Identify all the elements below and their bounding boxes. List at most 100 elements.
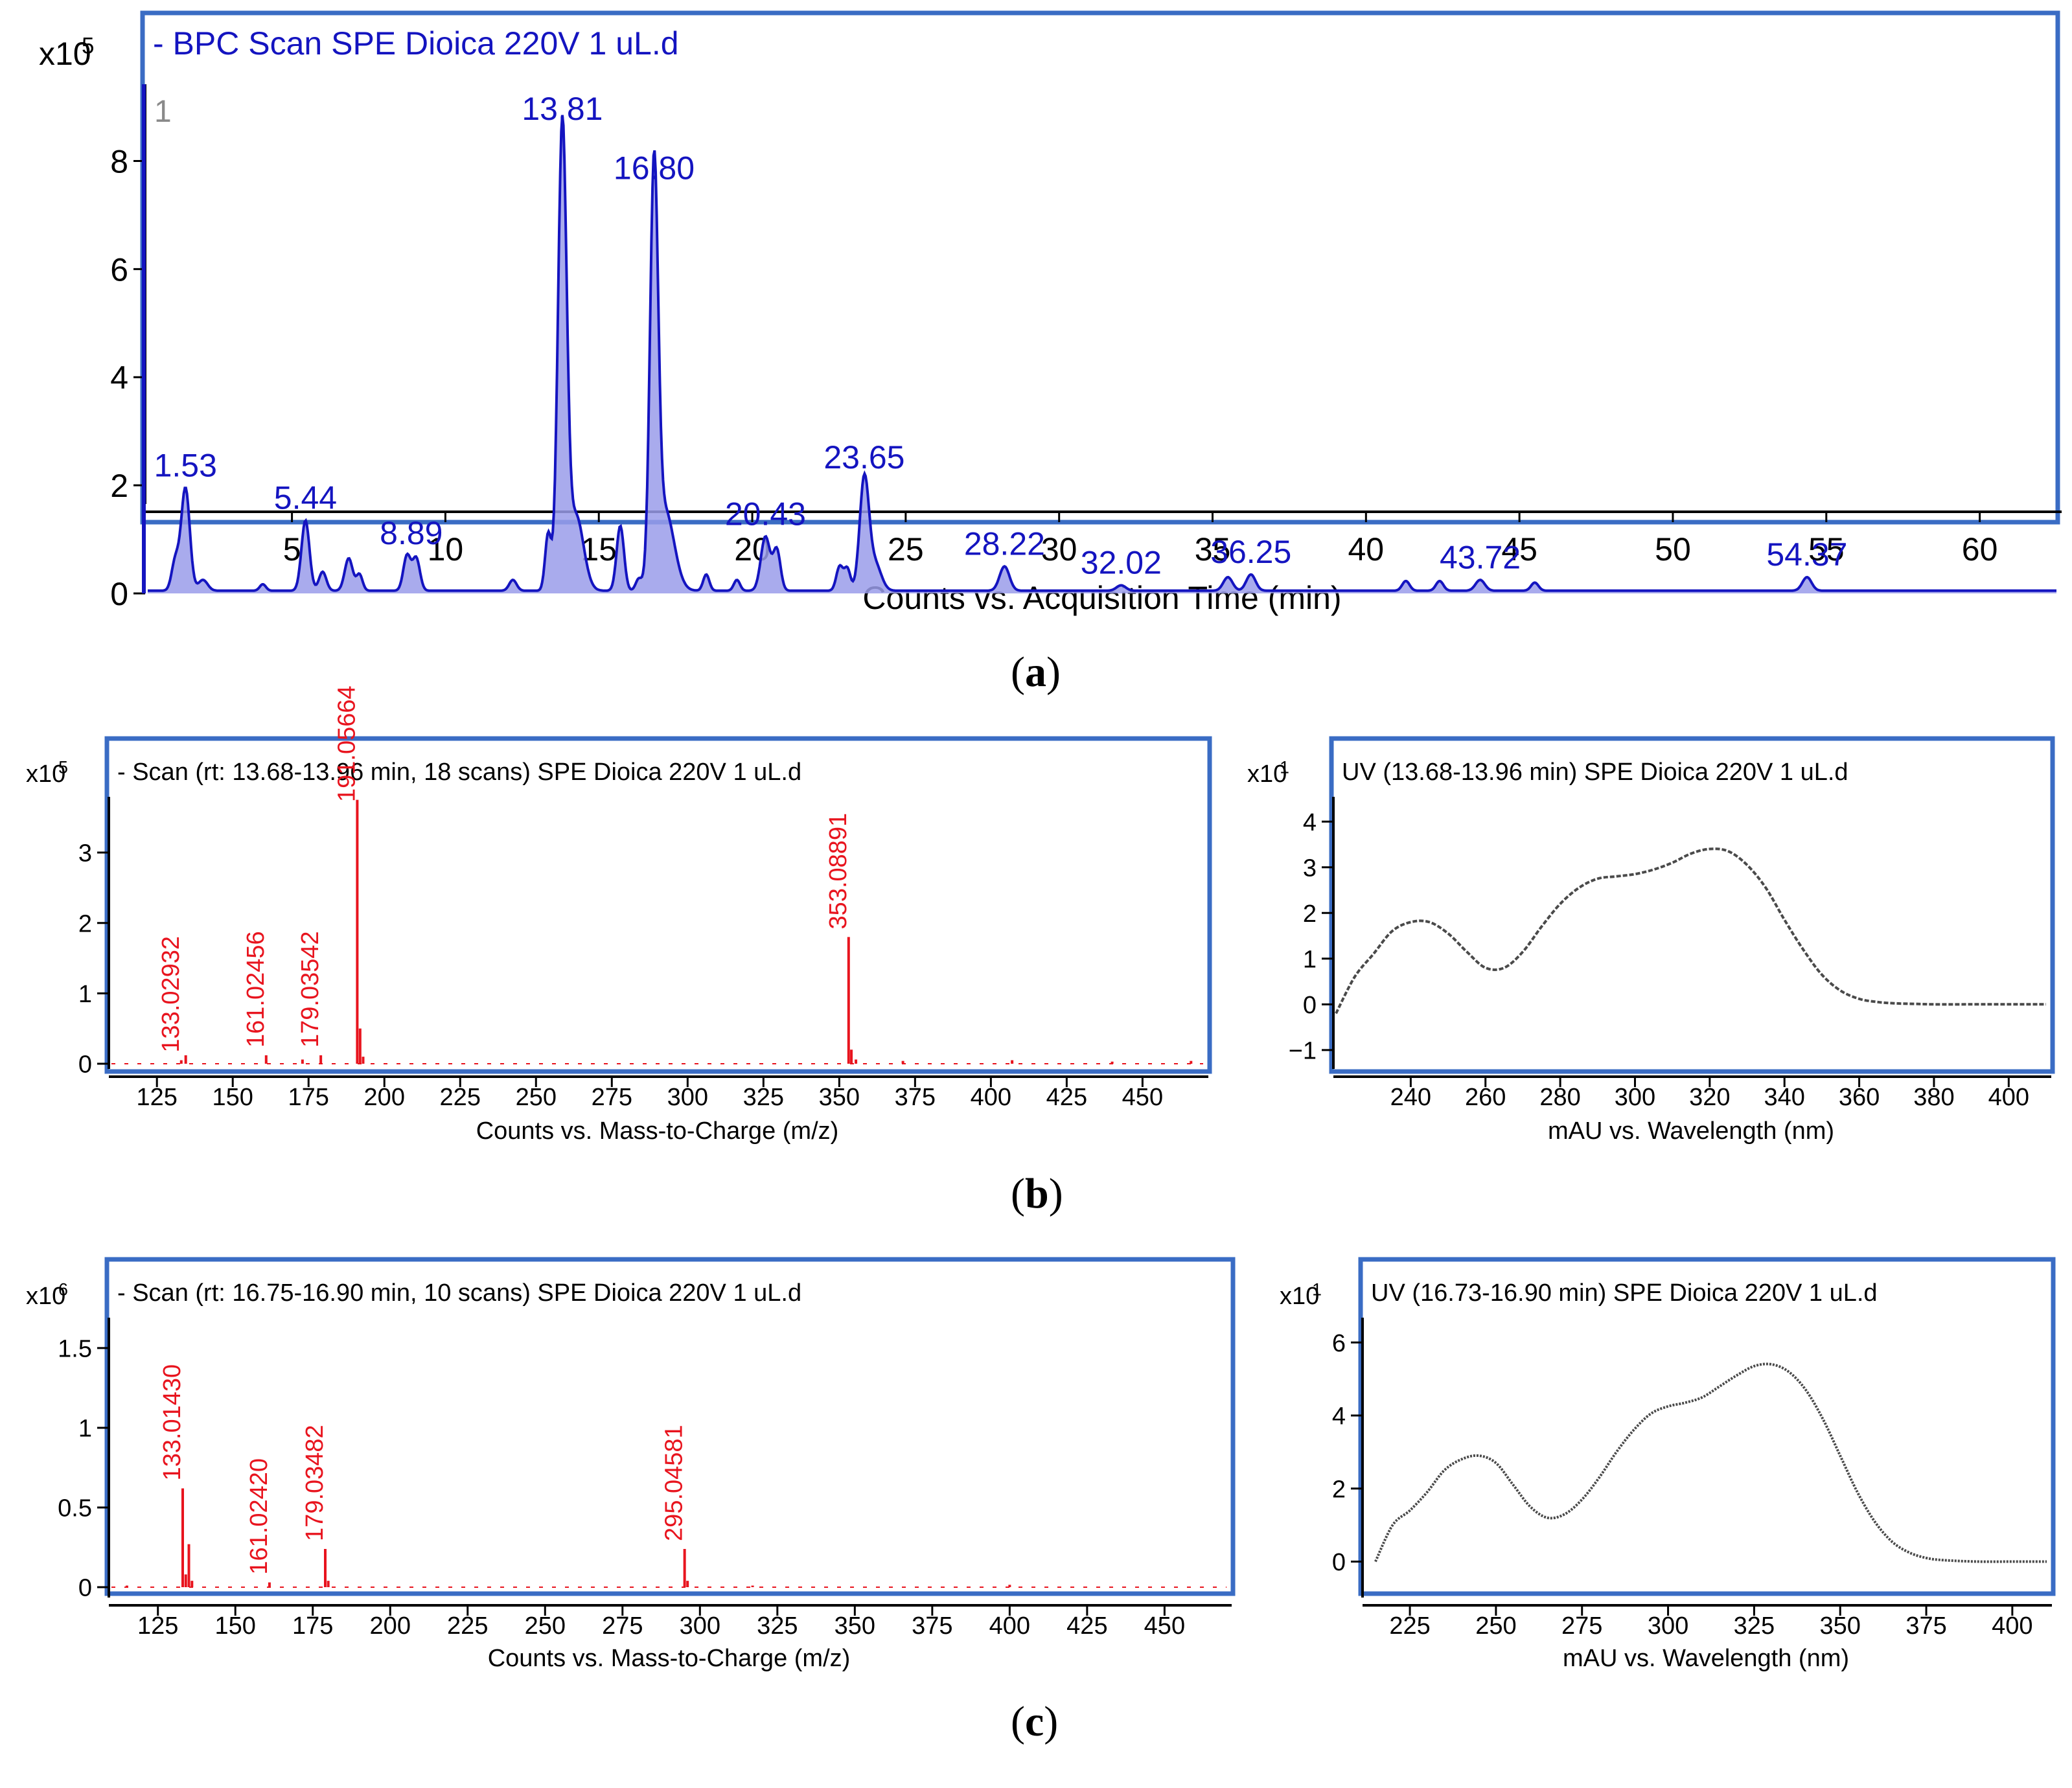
chart-b-ms-xtick-label: 325 <box>743 1084 784 1111</box>
chart-a-ytick-label: 4 <box>110 360 128 396</box>
chart-c-uv-ytick-label: 0 <box>1332 1549 1346 1576</box>
chart-a-peak-label: 28.22 <box>964 525 1045 562</box>
chart-a-xtick-label: 30 <box>1041 531 1077 567</box>
chart-c-uv-xtick-label: 225 <box>1389 1612 1430 1640</box>
chart-b-ms-xtick-label: 175 <box>288 1084 329 1111</box>
chart-c-uv-ytick-label: 6 <box>1332 1330 1346 1357</box>
chart-b-uv-title: UV (13.68-13.96 min) SPE Dioica 220V 1 u… <box>1342 759 1848 786</box>
chart-c-ms-xtick-label: 250 <box>525 1612 566 1640</box>
chart-a-trace-label: 1 <box>154 95 172 129</box>
chart-c-ms-xlabel: Counts vs. Mass-to-Charge (m/z) <box>488 1645 851 1672</box>
chart-a-peak-label: 16.80 <box>614 150 695 187</box>
panel-b-mass-spectrum: - Scan (rt: 13.68-13.96 min, 18 scans) S… <box>26 685 1212 1145</box>
chart-a-ytick-label: 0 <box>110 576 128 612</box>
chart-c-ms-ytick-label: 0.5 <box>58 1495 92 1522</box>
chart-c-ms-scale-label: x10 <box>26 1283 65 1310</box>
chart-a-xtick-label: 55 <box>1808 531 1845 567</box>
chart-c-ms-xtick-label: 325 <box>757 1612 798 1640</box>
chart-b-uv-xtick-label: 260 <box>1465 1084 1506 1111</box>
chart-b-uv-uv-curve <box>1335 847 2046 1014</box>
chart-c-uv-xtick-label: 250 <box>1475 1612 1516 1640</box>
chart-c-ms-ytick-label: 0 <box>78 1575 92 1602</box>
chart-c-ms-xtick-label: 275 <box>602 1612 643 1640</box>
chart-b-uv-xtick-label: 360 <box>1839 1084 1880 1111</box>
caption-c: (c) <box>1011 1698 1059 1745</box>
chart-b-ms-xtick-label: 375 <box>895 1084 936 1111</box>
chart-c-uv-xtick-label: 375 <box>1905 1612 1946 1640</box>
chart-c-ms-ytick-label: 1 <box>78 1416 92 1443</box>
caption-b: (b) <box>1011 1170 1063 1217</box>
panel-a-chromatogram: - BPC Scan SPE Dioica 220V 1 uL.dx105024… <box>39 10 2062 616</box>
chart-c-ms-xtick-label: 425 <box>1066 1612 1107 1640</box>
chart-c-ms-xtick-label: 300 <box>680 1612 720 1640</box>
chart-c-ms-xtick-label: 450 <box>1144 1612 1185 1640</box>
chart-a-title: - BPC Scan SPE Dioica 220V 1 uL.d <box>153 25 679 62</box>
chart-b-uv-scale-label: x10 <box>1247 761 1287 788</box>
chart-a-xtick-label: 60 <box>1962 531 1998 567</box>
chart-b-uv-ytick-label: −1 <box>1289 1038 1317 1065</box>
chart-a-xtick-label: 25 <box>888 531 924 567</box>
chart-a-xlabel: Counts vs. Acquisition Time (min) <box>862 580 1341 616</box>
chart-a-xtick-label: 50 <box>1655 531 1691 567</box>
chart-c-uv-xtick-label: 275 <box>1561 1612 1602 1640</box>
chart-b-ms-ytick-label: 1 <box>78 981 92 1008</box>
chart-b-uv-xtick-label: 300 <box>1615 1084 1655 1111</box>
chart-b-ms-peak-label: 161.02456 <box>242 931 270 1048</box>
chart-c-ms-frame <box>104 1257 1236 1596</box>
chart-c-ms-xtick-label: 150 <box>215 1612 256 1640</box>
chart-b-ms-peak-label: 353.08891 <box>825 813 852 930</box>
chart-b-uv-ytick-label: 1 <box>1303 946 1317 973</box>
chart-c-ms-xtick-label: 125 <box>137 1612 178 1640</box>
chart-c-uv-xlabel: mAU vs. Wavelength (nm) <box>1563 1645 1849 1672</box>
chart-a-trace <box>148 115 2056 592</box>
chart-b-ms-scale-exponent: 5 <box>58 758 68 777</box>
chart-b-uv-scale-exponent: 1 <box>1280 758 1289 777</box>
chart-a-peak-label: 13.81 <box>522 91 603 127</box>
chart-c-uv-scale-exponent: 1 <box>1312 1280 1322 1300</box>
chart-c-uv-xtick-label: 350 <box>1820 1612 1861 1640</box>
chart-b-uv-ytick-label: 0 <box>1303 992 1317 1019</box>
chart-a-peak-label: 43.72 <box>1440 539 1521 575</box>
chart-b-uv-xtick-label: 240 <box>1390 1084 1431 1111</box>
chart-b-ms-xtick-label: 300 <box>667 1084 708 1111</box>
chart-b-ms-ytick-label: 2 <box>78 910 92 937</box>
chart-c-ms-xtick-label: 175 <box>292 1612 333 1640</box>
chart-b-uv-xlabel: mAU vs. Wavelength (nm) <box>1548 1118 1834 1145</box>
caption-a: (a) <box>1011 648 1061 696</box>
chart-a-ytick-label: 2 <box>110 468 128 504</box>
chart-c-ms-peak-label: 295.04581 <box>661 1425 688 1541</box>
chart-a-peak-label: 8.89 <box>380 515 443 551</box>
chart-c-uv-title: UV (16.73-16.90 min) SPE Dioica 220V 1 u… <box>1371 1279 1878 1307</box>
chart-a-peak-label: 1.53 <box>154 447 217 483</box>
chart-a-peak-label: 23.65 <box>823 439 904 476</box>
chart-c-uv-uv-curve <box>1374 1362 2047 1563</box>
chart-b-ms-xtick-label: 350 <box>819 1084 860 1111</box>
chart-c-uv-ytick-label: 2 <box>1332 1476 1346 1503</box>
chart-a-scale-exponent: 5 <box>82 34 94 59</box>
chart-c-ms-xtick-label: 400 <box>989 1612 1030 1640</box>
chart-b-ms-ytick-label: 0 <box>78 1051 92 1079</box>
chart-c-uv-scale-label: x10 <box>1280 1283 1319 1310</box>
chart-c-uv-xtick-label: 400 <box>1992 1612 2032 1640</box>
chart-b-ms-xtick-label: 250 <box>516 1084 557 1111</box>
chart-b-ms-ytick-label: 3 <box>78 840 92 867</box>
chart-b-ms-scale-label: x10 <box>26 761 65 788</box>
panel-b-uv-spectrum: UV (13.68-13.96 min) SPE Dioica 220V 1 u… <box>1247 736 2055 1145</box>
chart-b-ms-xlabel: Counts vs. Mass-to-Charge (m/z) <box>476 1118 839 1145</box>
chart-a-xtick-label: 45 <box>1501 531 1537 567</box>
chart-b-uv-ytick-label: 4 <box>1303 809 1317 836</box>
chart-a-peak-label: 32.02 <box>1081 545 1162 581</box>
chart-b-uv-xtick-label: 400 <box>1988 1084 2029 1111</box>
chart-b-ms-xtick-label: 400 <box>971 1084 1011 1111</box>
chart-c-ms-peak-label: 161.02420 <box>246 1458 273 1575</box>
panel-c-mass-spectrum: - Scan (rt: 16.75-16.90 min, 10 scans) S… <box>26 1257 1236 1672</box>
chart-b-ms-frame <box>104 736 1212 1074</box>
chart-a-xtick-label: 40 <box>1348 531 1385 567</box>
chart-b-uv-frame <box>1329 736 2055 1074</box>
chart-b-ms-xtick-label: 275 <box>592 1084 632 1111</box>
chart-b-ms-peak-label: 191.05664 <box>333 685 360 802</box>
chart-c-uv-frame <box>1358 1257 2056 1596</box>
chart-a-scale-label: x10 <box>39 36 91 72</box>
chart-b-uv-xtick-label: 280 <box>1539 1084 1580 1111</box>
